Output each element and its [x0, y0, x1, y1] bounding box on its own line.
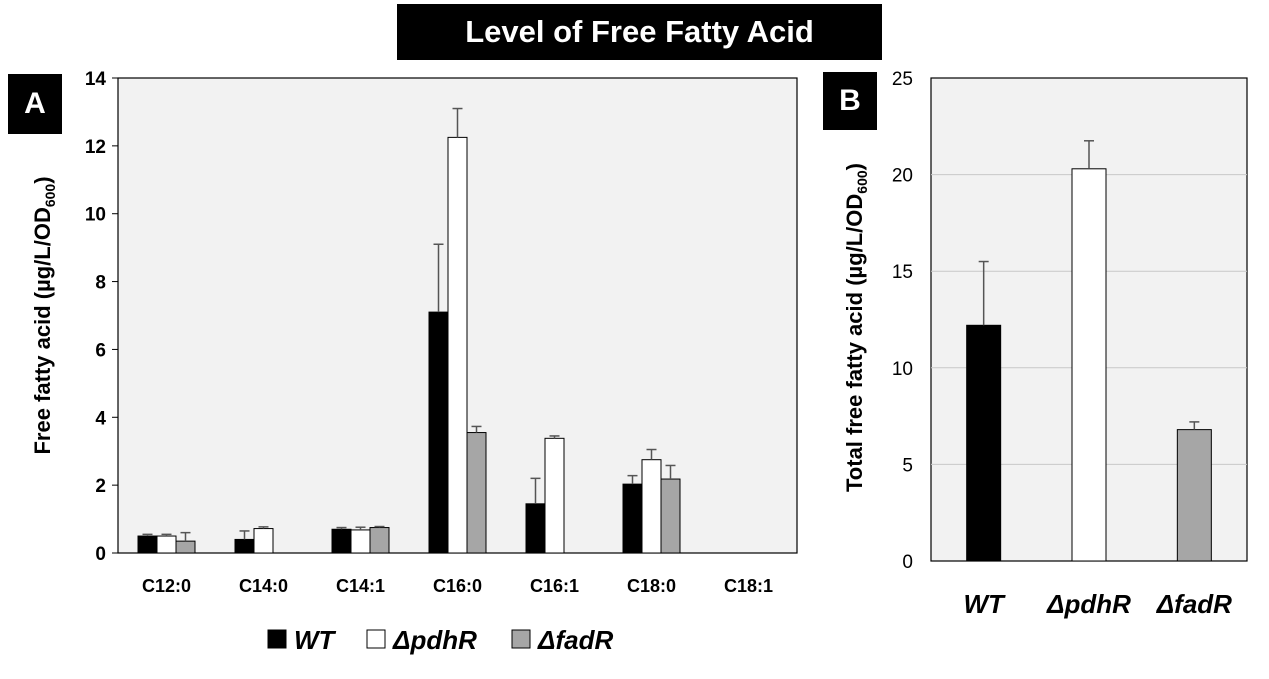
x-tick-label-a: C14:1 [336, 576, 385, 596]
bar-a [622, 483, 643, 554]
panel-b-label: B [823, 72, 877, 130]
y-tick-label-a: 6 [95, 340, 106, 361]
bar-a [175, 540, 196, 554]
legend-swatch [511, 629, 531, 649]
bar-b [966, 324, 1002, 562]
y-tick-label-a: 10 [85, 205, 106, 226]
bar-b [1176, 429, 1212, 562]
bar-a [369, 527, 390, 554]
panel-a-label: A [8, 74, 62, 134]
bar-a [525, 503, 546, 554]
y-tick-label-a: 2 [95, 476, 106, 497]
bar-a [331, 528, 352, 554]
y-tick-label-b: 10 [892, 359, 913, 380]
x-tick-label-a: C18:0 [627, 576, 676, 596]
bar-b [1071, 168, 1107, 562]
x-tick-label-b: ΔfadR [1156, 589, 1232, 619]
y-tick-label-a: 12 [85, 137, 106, 158]
chart-a: 0 2 4 6 8 10 12 14 Free fatty acid (µg/L/OD600) C… [30, 69, 798, 596]
bar-a [660, 478, 681, 554]
bar-a [234, 538, 255, 554]
bar-a [641, 459, 662, 554]
x-tick-label-b: WT [963, 589, 1006, 619]
y-tick-label-b: 5 [902, 455, 913, 476]
y-tick-label-a: 4 [95, 408, 106, 429]
x-tick-label-b: ΔpdhR [1046, 589, 1131, 619]
y-tick-label-a: 14 [85, 69, 107, 90]
legend: WT ΔpdhR ΔfadR [267, 625, 613, 655]
page-title: Level of Free Fatty Acid [397, 4, 882, 60]
legend-label: WT [294, 625, 337, 655]
legend-swatch [366, 629, 386, 649]
x-tick-label-a: C16:1 [530, 576, 579, 596]
chart-b: 0 5 10 15 20 25 Total free fatty acid (µg/L/OD… [842, 69, 1248, 619]
bar-a [350, 529, 371, 554]
y-tick-label-b: 25 [892, 69, 913, 90]
bar-a [253, 528, 274, 554]
bar-a [428, 311, 449, 554]
y-tick-label-b: 20 [892, 166, 913, 187]
y-axis-label-a: Free fatty acid (µg/L/OD600) [30, 176, 58, 454]
bar-a [156, 535, 177, 554]
y-axis-label-b: Total free fatty acid (µg/L/OD600) [842, 163, 870, 492]
bar-a [447, 136, 468, 554]
x-tick-label-a: C12:0 [142, 576, 191, 596]
y-tick-label-a: 0 [95, 544, 106, 565]
y-tick-label-b: 15 [892, 262, 913, 283]
x-tick-label-a: C14:0 [239, 576, 288, 596]
y-tick-label-b: 0 [902, 552, 913, 573]
legend-swatch [267, 629, 287, 649]
bar-a [466, 432, 487, 554]
legend-label: ΔfadR [537, 625, 613, 655]
x-tick-label-a: C16:0 [433, 576, 482, 596]
bar-a [544, 437, 565, 554]
y-tick-label-a: 8 [95, 273, 106, 294]
bar-a [137, 535, 158, 554]
x-tick-label-a: C18:1 [724, 576, 773, 596]
legend-label: ΔpdhR [392, 625, 477, 655]
